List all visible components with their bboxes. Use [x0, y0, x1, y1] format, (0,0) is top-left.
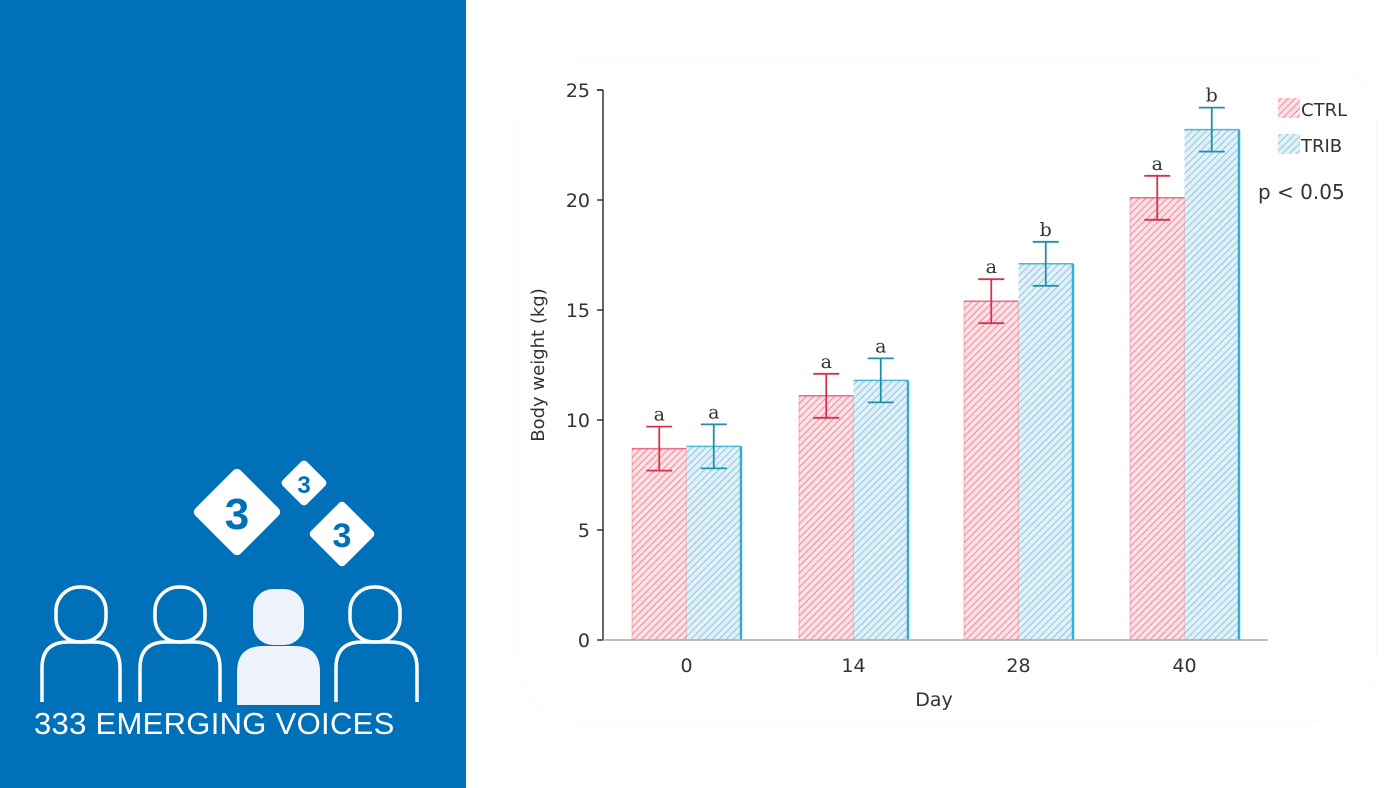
error-bar — [978, 278, 1005, 325]
bar-trib-day-40: b — [1184, 85, 1241, 640]
x-tick-label: 40 — [1172, 655, 1196, 677]
y-tick-label: 0 — [578, 630, 590, 652]
x-ticks: 0 14 28 40 — [680, 655, 1196, 677]
significance-letter: a — [654, 404, 665, 426]
error-bar — [867, 357, 894, 404]
svg-text:3: 3 — [333, 517, 352, 555]
x-tick-label: 14 — [841, 655, 865, 677]
error-bar — [813, 372, 840, 419]
legend-swatch-ctrl — [1278, 98, 1300, 118]
significance-letter: a — [1152, 153, 1163, 175]
legend-label-ctrl: CTRL — [1301, 100, 1347, 121]
y-tick-label: 25 — [566, 80, 590, 102]
bar-trib-day-14: a — [853, 335, 910, 640]
svg-text:3: 3 — [297, 472, 310, 499]
legend-item-trib: TRIB — [1278, 134, 1342, 157]
y-tick-label: 10 — [566, 410, 590, 432]
y-tick-label: 15 — [566, 300, 590, 322]
bar-trib-day-28: b — [1018, 219, 1075, 640]
y-tick-label: 20 — [566, 190, 590, 212]
error-bar — [646, 425, 673, 472]
error-bar — [1144, 174, 1171, 221]
person-outline-icon — [334, 585, 419, 702]
significance-letter: a — [821, 351, 832, 373]
x-tick-label: 0 — [680, 655, 692, 677]
significance-letter: b — [1206, 85, 1218, 107]
significance-letter: a — [986, 256, 997, 278]
emerging-voices-logo: 3 3 3 — [40, 460, 419, 705]
brand-title: 333 EMERGING VOICES — [34, 706, 395, 741]
bar-ctrl-day-0: a — [631, 404, 688, 640]
person-outline-icon — [138, 585, 222, 702]
y-tick-label: 5 — [578, 520, 590, 542]
bar-ctrl-day-14: a — [798, 351, 855, 640]
svg-text:3: 3 — [225, 490, 249, 539]
legend-label-trib: TRIB — [1300, 136, 1342, 157]
badge-large-icon: 3 — [193, 468, 281, 556]
badge-small-icon: 3 — [281, 460, 327, 506]
significance-letter: b — [1040, 219, 1052, 241]
significance-letter: a — [875, 335, 886, 357]
badge-medium-icon: 3 — [309, 501, 375, 567]
y-axis-label: Body weight (kg) — [528, 288, 549, 441]
legend-item-ctrl: CTRL — [1278, 98, 1347, 121]
person-filled-icon — [237, 589, 320, 705]
y-ticks: 0 5 10 15 20 25 — [566, 80, 603, 652]
error-bar — [700, 423, 727, 470]
x-axis-label: Day — [915, 689, 953, 711]
significance-letter: a — [708, 401, 719, 423]
bar-ctrl-day-28: a — [963, 256, 1020, 640]
x-tick-label: 28 — [1006, 655, 1030, 677]
legend-swatch-trib — [1278, 134, 1300, 154]
legend: CTRL TRIB p < 0.05 — [1258, 98, 1347, 204]
bar-ctrl-day-40: a — [1129, 153, 1186, 641]
bar-trib-day-0: a — [686, 401, 743, 640]
person-outline-icon — [40, 585, 122, 702]
significance-annotation: p < 0.05 — [1258, 180, 1345, 204]
error-bar — [1032, 240, 1059, 287]
bars-layer: a a a a a a b b — [631, 85, 1241, 641]
branding-panel: 3 3 3 333 EMERGING VOICES — [0, 0, 466, 788]
error-bar — [1198, 106, 1225, 153]
